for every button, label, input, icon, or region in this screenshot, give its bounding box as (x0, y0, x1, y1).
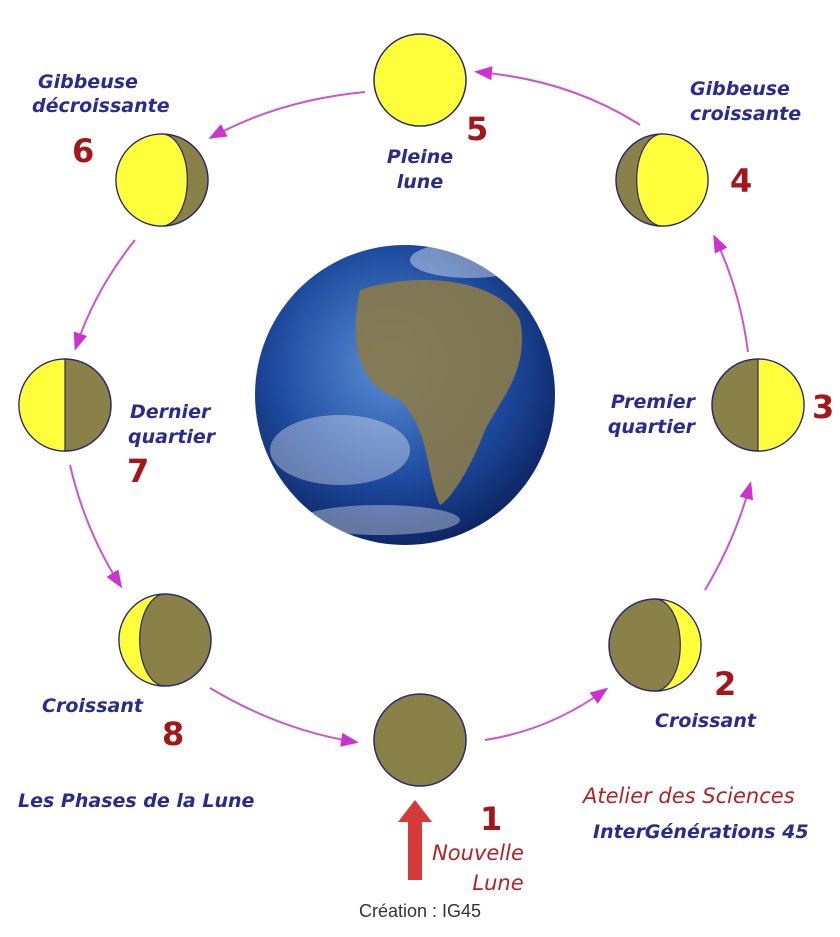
phase-label: lune (397, 171, 444, 193)
moon (374, 34, 466, 126)
phase-number: 7 (127, 452, 149, 490)
phase-label: Gibbeuse (38, 71, 138, 93)
footer: Création : IG45 (359, 901, 481, 921)
phase-number: 4 (730, 162, 752, 200)
moon-lit-part (19, 359, 65, 451)
earth (255, 242, 555, 545)
phase-label: Premier (611, 391, 697, 413)
new-moon-arrow (398, 800, 432, 880)
moon-lit-part (116, 134, 187, 226)
phase-label: décroissante (32, 95, 170, 117)
phase-label: Pleine (387, 146, 453, 168)
phase-label: croissante (690, 103, 801, 125)
phase-label: quartier (608, 416, 697, 438)
credit: Atelier des Sciences (581, 784, 795, 808)
diagram-title: Les Phases de la Lune (18, 790, 255, 812)
phase-label: Nouvelle (432, 841, 524, 865)
phase-label: quartier (128, 426, 217, 448)
phase-number: 5 (466, 110, 488, 148)
moon (374, 694, 466, 786)
phase-label: Gibbeuse (690, 78, 790, 100)
moon-phases-diagram: 5 Pleine lune Gibbeuse décroissante 6 Gi… (0, 0, 840, 937)
credit: InterGénérations 45 (593, 821, 809, 843)
phase-number: 3 (812, 388, 834, 426)
moon-lit-part (758, 359, 804, 451)
phase-number: 1 (480, 800, 502, 838)
moon-lit-part (637, 134, 708, 226)
phase-label: Dernier (130, 401, 212, 423)
phase-number: 2 (714, 665, 736, 703)
phase-label: Croissant (655, 710, 757, 732)
phase-number: 6 (72, 132, 94, 170)
phase-label: Lune (472, 871, 523, 895)
phase-number: 8 (162, 715, 184, 753)
phase-label: Croissant (42, 695, 144, 717)
